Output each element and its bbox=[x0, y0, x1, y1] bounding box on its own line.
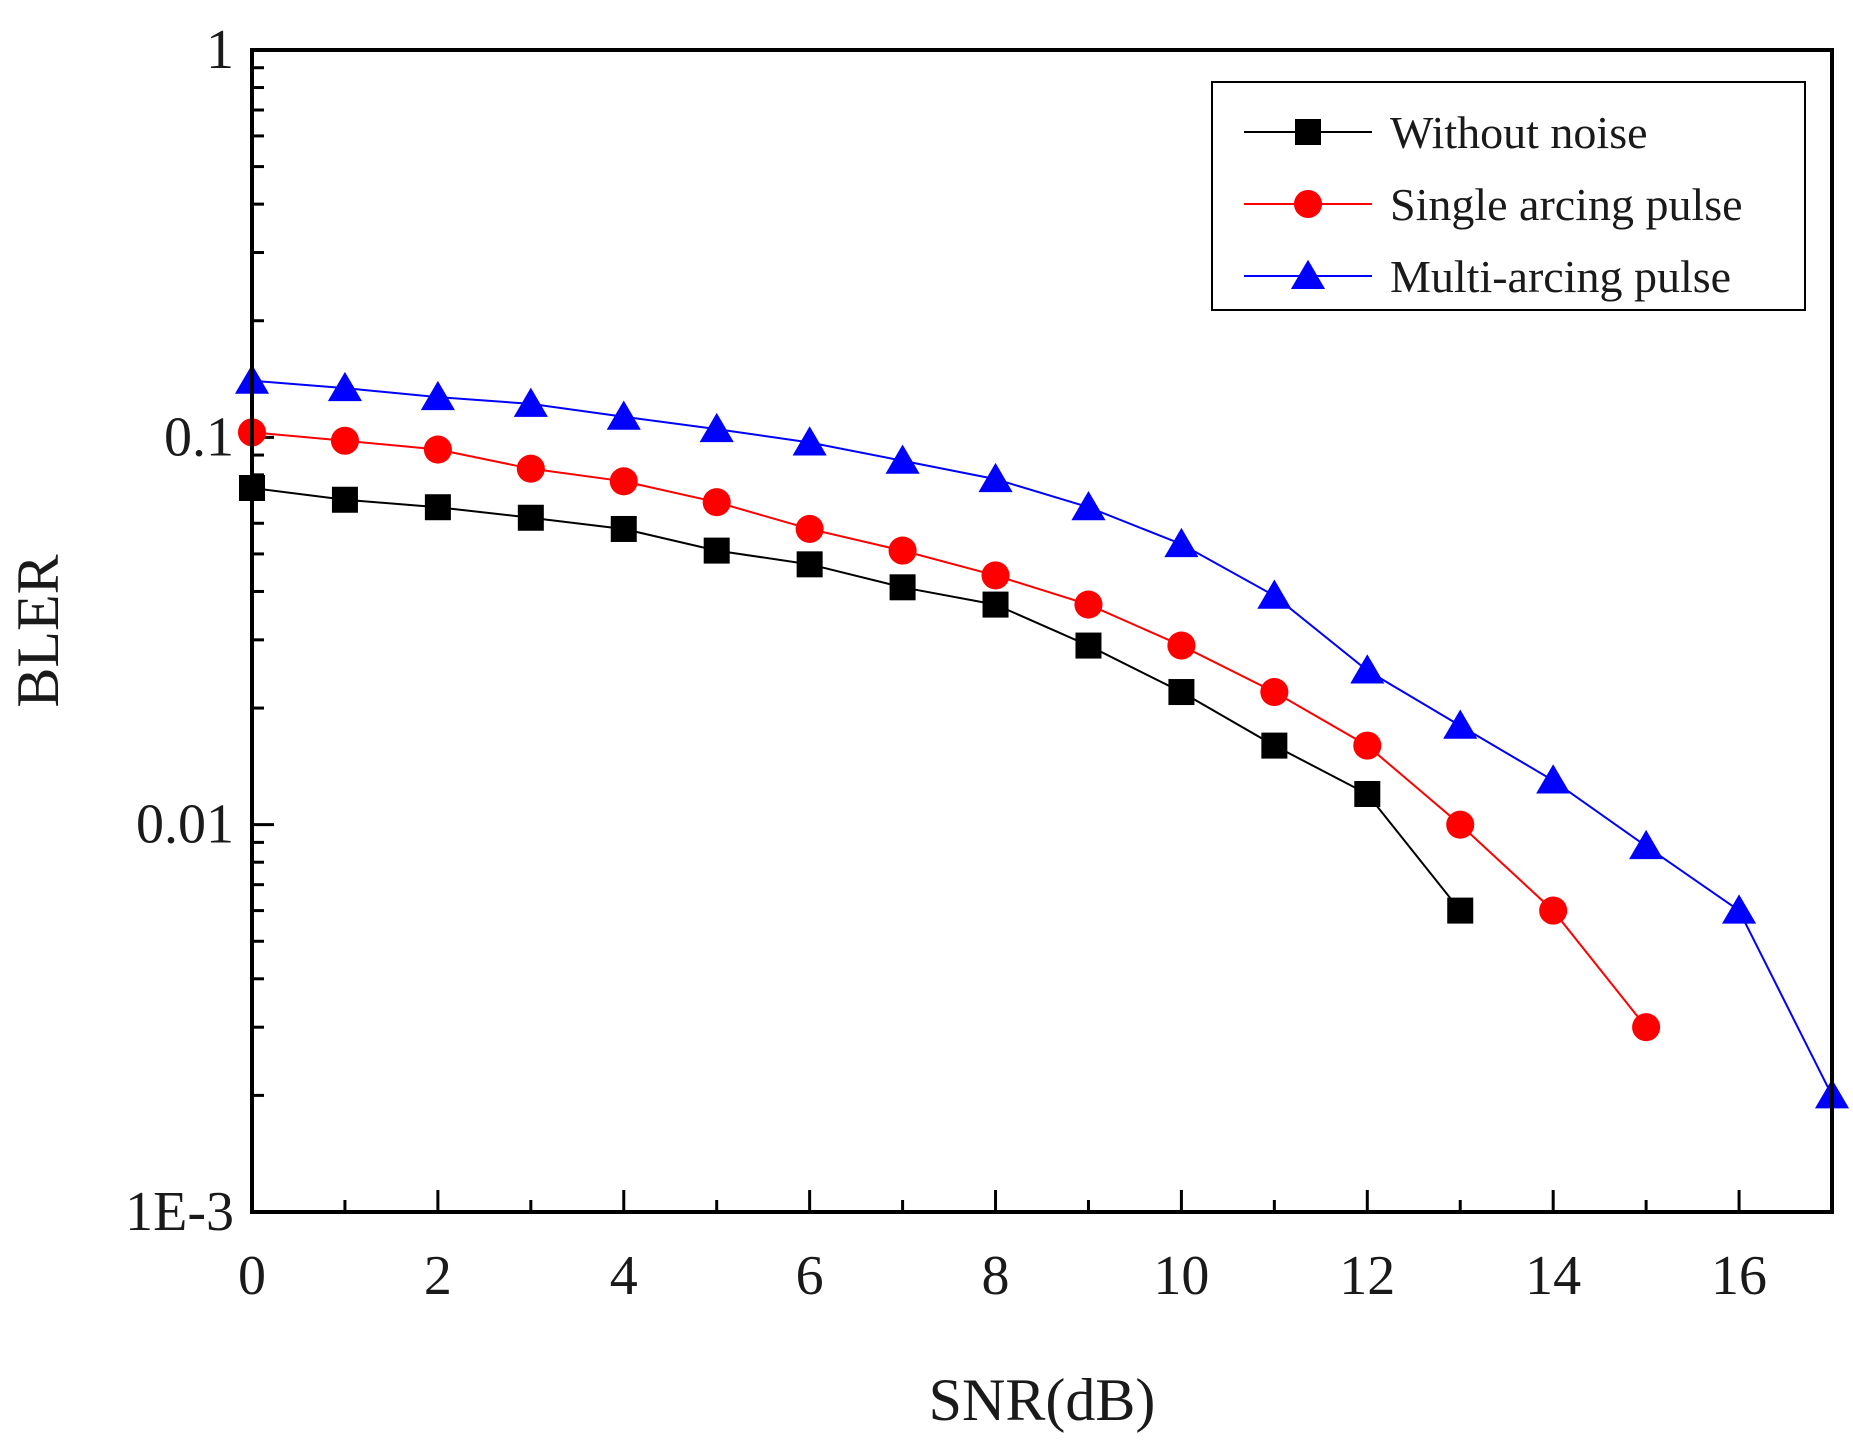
plot-frame bbox=[250, 48, 1834, 1214]
data-point bbox=[1354, 780, 1381, 807]
data-point bbox=[885, 444, 920, 474]
x-tick-label: 12 bbox=[1339, 1245, 1395, 1307]
x-tick-label: 8 bbox=[982, 1245, 1010, 1307]
legend-item: Multi-arcing pulse bbox=[1244, 251, 1731, 302]
data-point bbox=[1539, 896, 1568, 925]
data-point bbox=[1075, 632, 1102, 659]
data-point bbox=[1447, 897, 1474, 924]
legend-label: Single arcing pulse bbox=[1390, 179, 1743, 230]
data-point bbox=[982, 591, 1009, 618]
data-point bbox=[1257, 579, 1292, 609]
data-point bbox=[796, 551, 823, 578]
x-tick-label: 6 bbox=[796, 1245, 824, 1307]
x-tick-label: 14 bbox=[1525, 1245, 1581, 1307]
data-point bbox=[517, 504, 544, 531]
data-point bbox=[1168, 679, 1195, 706]
data-point bbox=[1261, 732, 1288, 759]
data-point bbox=[1443, 709, 1478, 739]
legend: Without noise Single arcing pulse Multi-ar… bbox=[1211, 81, 1806, 311]
data-point bbox=[1353, 731, 1382, 760]
data-point bbox=[702, 488, 731, 517]
y-axis-label: BLER bbox=[5, 554, 71, 707]
data-point bbox=[516, 454, 545, 483]
x-tick-label: 10 bbox=[1153, 1245, 1209, 1307]
data-point bbox=[1167, 631, 1196, 660]
data-point bbox=[1446, 810, 1475, 839]
data-point bbox=[609, 467, 638, 496]
data-point bbox=[1350, 654, 1385, 684]
x-tick-label: 4 bbox=[610, 1245, 638, 1307]
tick-labels: 0 2 4 6 8 10 12 14 16 1E-3 0.01 0.1 1 bbox=[125, 19, 1767, 1307]
data-point bbox=[1536, 764, 1571, 794]
series-line bbox=[251, 486, 1462, 912]
data-point bbox=[1721, 894, 1757, 924]
data-point bbox=[888, 536, 917, 565]
data-point bbox=[424, 494, 451, 521]
data-point bbox=[1071, 490, 1106, 521]
data-point bbox=[606, 400, 641, 430]
x-axis-label: SNR(dB) bbox=[929, 1367, 1156, 1433]
data-point bbox=[1629, 829, 1664, 860]
data-point bbox=[1260, 677, 1289, 707]
series-line bbox=[251, 379, 1833, 1096]
data-point bbox=[1164, 527, 1199, 558]
data-point bbox=[1632, 1013, 1661, 1042]
legend-label: Without noise bbox=[1390, 107, 1648, 158]
x-tick-label: 16 bbox=[1711, 1245, 1767, 1307]
data-point bbox=[610, 515, 637, 542]
data-point bbox=[703, 537, 730, 564]
legend-label: Multi-arcing pulse bbox=[1390, 251, 1731, 302]
data-point bbox=[330, 426, 359, 455]
legend-item: Single arcing pulse bbox=[1244, 179, 1743, 230]
legend-marker bbox=[1295, 119, 1321, 145]
legend-marker bbox=[1290, 259, 1326, 289]
series-circle bbox=[237, 418, 1661, 1042]
series-triangle bbox=[234, 364, 1850, 1109]
y-tick-label: 0.1 bbox=[164, 406, 234, 468]
legend-item: Without noise bbox=[1244, 107, 1648, 158]
data-point bbox=[889, 574, 916, 601]
x-tick-label: 2 bbox=[424, 1245, 452, 1307]
data-point bbox=[331, 486, 358, 513]
series-layer bbox=[234, 364, 1850, 1109]
data-point bbox=[978, 462, 1013, 493]
y-tick-label: 1E-3 bbox=[125, 1181, 234, 1243]
y-tick-label: 1 bbox=[206, 19, 234, 81]
series-line bbox=[251, 431, 1647, 1028]
data-point bbox=[513, 387, 548, 417]
data-point bbox=[1074, 590, 1103, 619]
data-point bbox=[420, 380, 455, 411]
data-point bbox=[327, 371, 363, 402]
data-point bbox=[792, 426, 827, 456]
x-tick-label: 0 bbox=[238, 1245, 266, 1307]
data-point bbox=[423, 435, 452, 464]
data-point bbox=[981, 561, 1010, 590]
data-point bbox=[699, 412, 734, 443]
legend-marker bbox=[1293, 189, 1323, 219]
y-tick-label: 0.01 bbox=[136, 794, 234, 856]
data-point bbox=[795, 514, 824, 544]
